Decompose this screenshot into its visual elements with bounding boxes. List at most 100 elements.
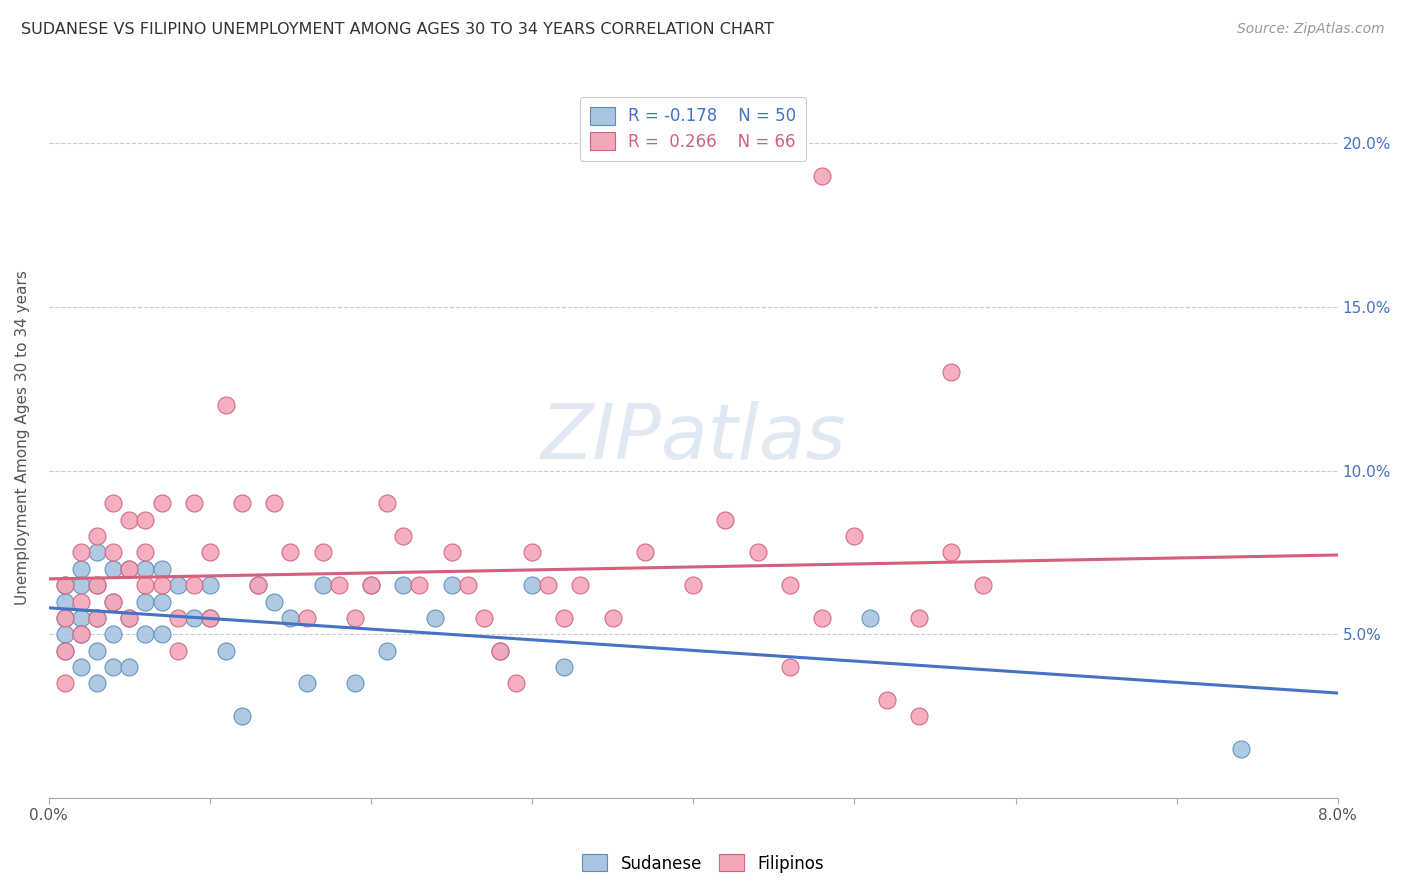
Point [328, 578, 350, 592]
Point [231, 709, 253, 723]
Point [489, 643, 512, 657]
Point [392, 529, 415, 543]
Point [311, 578, 333, 592]
Point [360, 578, 382, 592]
Point [53, 643, 76, 657]
Point [103, 496, 125, 510]
Point [118, 611, 141, 625]
Point [134, 578, 156, 592]
Point [150, 562, 173, 576]
Point [939, 545, 962, 559]
Point [53, 611, 76, 625]
Point [166, 578, 188, 592]
Point [569, 578, 592, 592]
Point [440, 545, 463, 559]
Point [70, 562, 93, 576]
Point [70, 627, 93, 641]
Point [1230, 742, 1253, 756]
Point [198, 611, 221, 625]
Point [408, 578, 430, 592]
Point [908, 709, 931, 723]
Point [166, 643, 188, 657]
Point [714, 513, 737, 527]
Point [183, 611, 205, 625]
Point [939, 365, 962, 379]
Point [375, 496, 398, 510]
Point [150, 594, 173, 608]
Point [86, 578, 108, 592]
Point [86, 643, 108, 657]
Point [118, 660, 141, 674]
Point [198, 578, 221, 592]
Point [134, 562, 156, 576]
Point [70, 594, 93, 608]
Point [53, 643, 76, 657]
Point [86, 611, 108, 625]
Point [844, 529, 866, 543]
Point [280, 611, 302, 625]
Point [263, 496, 285, 510]
Point [537, 578, 560, 592]
Point [86, 611, 108, 625]
Point [103, 660, 125, 674]
Point [360, 578, 382, 592]
Point [183, 496, 205, 510]
Point [86, 529, 108, 543]
Point [166, 611, 188, 625]
Point [280, 545, 302, 559]
Point [747, 545, 769, 559]
Point [263, 594, 285, 608]
Point [150, 578, 173, 592]
Point [118, 513, 141, 527]
Point [859, 611, 882, 625]
Point [86, 676, 108, 690]
Point [553, 611, 575, 625]
Point [375, 643, 398, 657]
Point [103, 627, 125, 641]
Point [811, 611, 834, 625]
Point [103, 545, 125, 559]
Point [520, 578, 543, 592]
Point [247, 578, 270, 592]
Point [520, 545, 543, 559]
Point [53, 627, 76, 641]
Text: Source: ZipAtlas.com: Source: ZipAtlas.com [1237, 22, 1385, 37]
Text: ZIPatlas: ZIPatlas [540, 401, 846, 475]
Legend: Sudanese, Filipinos: Sudanese, Filipinos [575, 847, 831, 880]
Point [876, 693, 898, 707]
Point [70, 627, 93, 641]
Point [70, 578, 93, 592]
Point [343, 676, 366, 690]
Point [311, 545, 333, 559]
Point [634, 545, 657, 559]
Y-axis label: Unemployment Among Ages 30 to 34 years: Unemployment Among Ages 30 to 34 years [15, 270, 30, 605]
Point [343, 611, 366, 625]
Point [118, 562, 141, 576]
Point [908, 611, 931, 625]
Point [134, 594, 156, 608]
Point [198, 611, 221, 625]
Point [134, 513, 156, 527]
Point [53, 676, 76, 690]
Point [103, 594, 125, 608]
Point [53, 578, 76, 592]
Point [183, 578, 205, 592]
Point [972, 578, 994, 592]
Point [440, 578, 463, 592]
Point [118, 562, 141, 576]
Point [425, 611, 447, 625]
Point [134, 545, 156, 559]
Point [53, 578, 76, 592]
Point [505, 676, 527, 690]
Point [103, 594, 125, 608]
Point [118, 611, 141, 625]
Point [295, 676, 318, 690]
Legend: R = -0.178    N = 50, R =  0.266    N = 66: R = -0.178 N = 50, R = 0.266 N = 66 [581, 96, 807, 161]
Point [392, 578, 415, 592]
Point [489, 643, 512, 657]
Text: SUDANESE VS FILIPINO UNEMPLOYMENT AMONG AGES 30 TO 34 YEARS CORRELATION CHART: SUDANESE VS FILIPINO UNEMPLOYMENT AMONG … [21, 22, 773, 37]
Point [198, 545, 221, 559]
Point [457, 578, 479, 592]
Point [779, 578, 801, 592]
Point [150, 627, 173, 641]
